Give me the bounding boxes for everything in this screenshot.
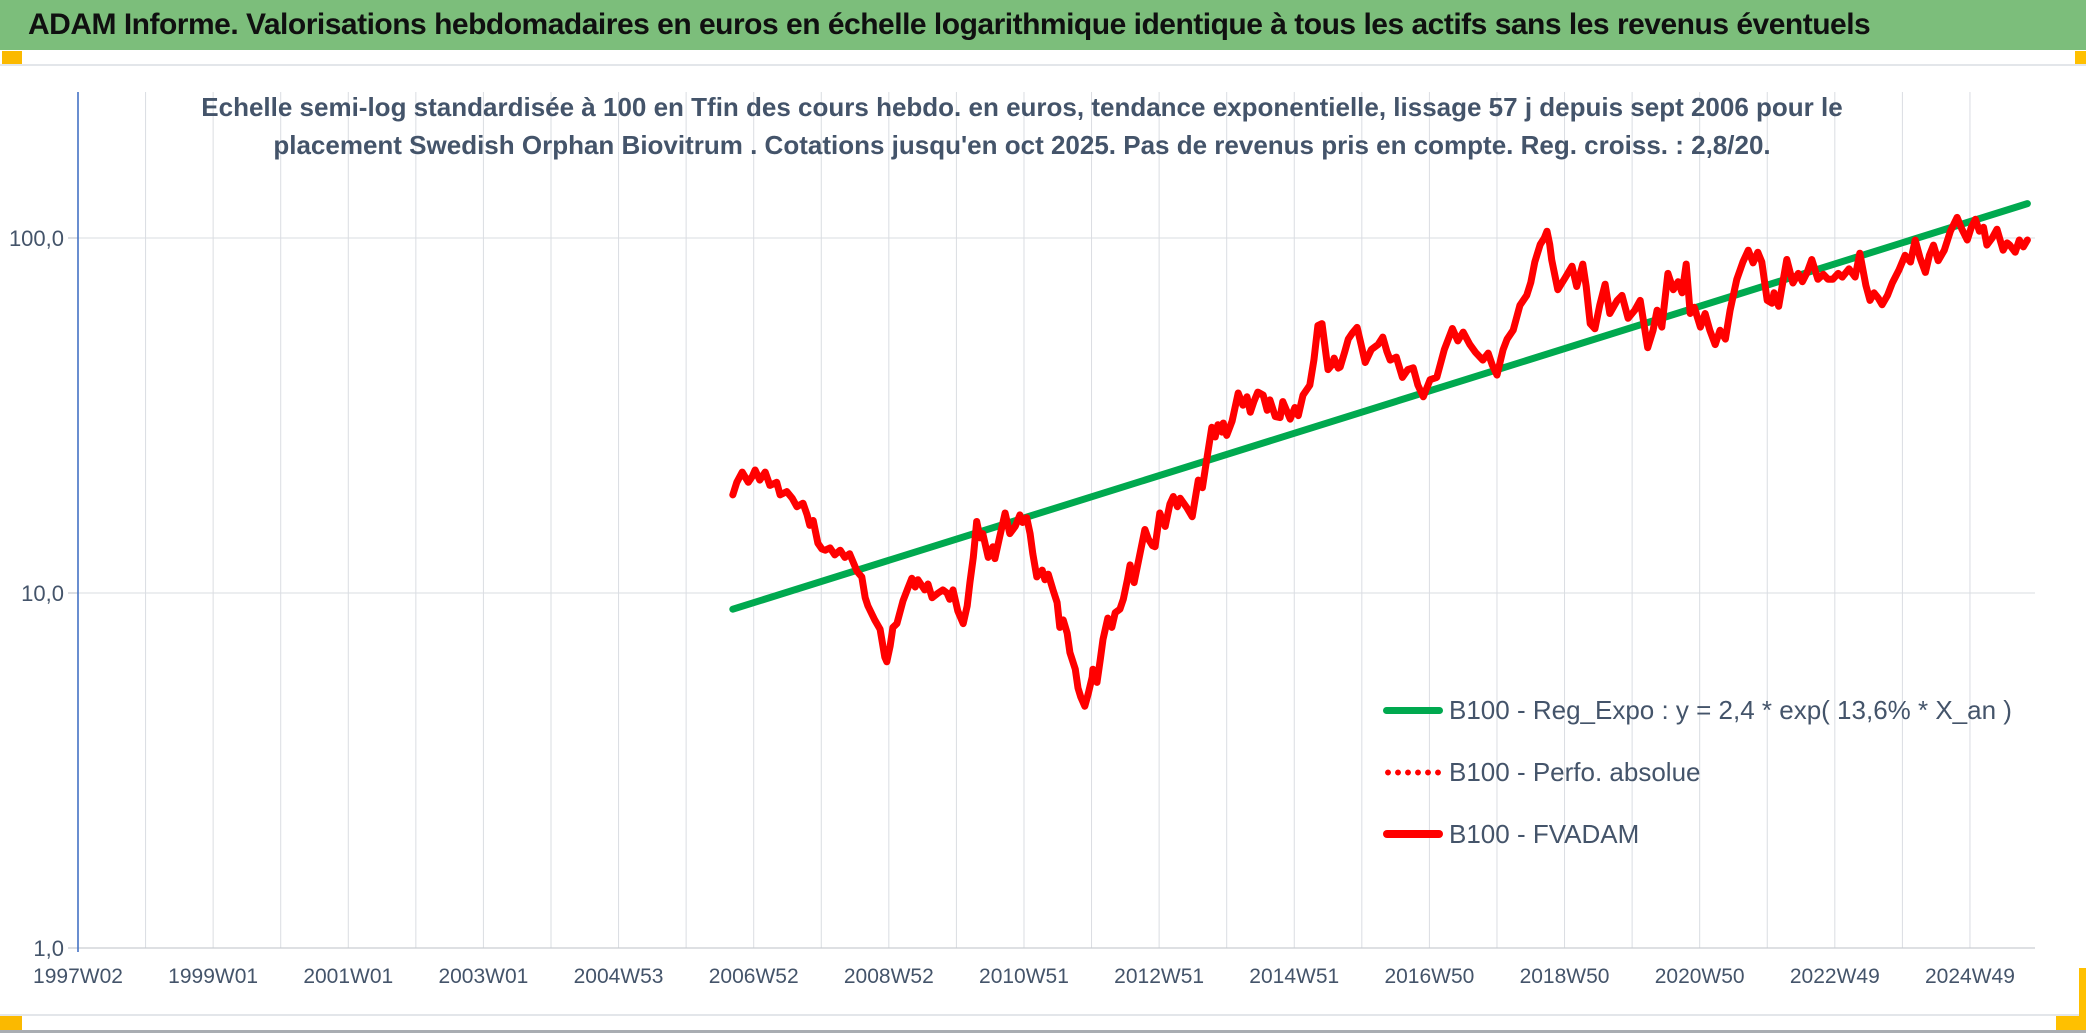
- accent-square-bottom-left: [0, 1016, 22, 1031]
- x-axis-label: 2006W52: [709, 965, 799, 988]
- y-axis-label: 10,0: [21, 581, 64, 606]
- accent-strip-bottom-right-vertical: [2079, 968, 2086, 1016]
- x-axis-label: 2016W50: [1384, 965, 1474, 988]
- legend-item-regression: B100 - Reg_Expo : y = 2,4 * exp( 13,6% *…: [1383, 692, 2012, 728]
- x-axis-label: 2018W50: [1520, 965, 1610, 988]
- red-dotted-line-sample-icon: [1383, 768, 1443, 776]
- x-axis-label: 2004W53: [574, 965, 664, 988]
- accent-square-top-left: [2, 51, 22, 64]
- regression-line: [729, 200, 2031, 613]
- x-axis-label: 1999W01: [168, 965, 258, 988]
- accent-strip-bottom-right-horizontal: [2056, 1016, 2086, 1031]
- top-divider: [0, 64, 2086, 66]
- bottom-divider: [0, 1014, 2086, 1016]
- title-bar: ADAM Informe. Valorisations hebdomadaire…: [0, 0, 2086, 50]
- x-axis-label: 2020W50: [1655, 965, 1745, 988]
- x-axis-label: 2008W52: [844, 965, 934, 988]
- price-line: [729, 213, 2031, 710]
- y-axis-label: 1,0: [33, 936, 64, 961]
- x-axis-label: 2012W51: [1114, 965, 1204, 988]
- chart-title-line1: Echelle semi-log standardisée à 100 en T…: [201, 92, 1843, 122]
- legend-label-fvadam: B100 - FVADAM: [1449, 818, 1640, 849]
- x-axis-label: 2024W49: [1925, 965, 2015, 988]
- chart-legend: B100 - Reg_Expo : y = 2,4 * exp( 13,6% *…: [1383, 692, 2012, 878]
- chart-title-line2: placement Swedish Orphan Biovitrum . Cot…: [273, 130, 1771, 160]
- legend-item-perfo-absolue: B100 - Perfo. absolue: [1383, 754, 2012, 790]
- legend-label-regression: B100 - Reg_Expo : y = 2,4 * exp( 13,6% *…: [1449, 694, 2012, 725]
- red-line-sample-icon: [1383, 830, 1443, 838]
- x-axis-label: 2001W01: [303, 965, 393, 988]
- x-axis-label: 2003W01: [438, 965, 528, 988]
- x-axis-label: 2014W51: [1249, 965, 1339, 988]
- x-axis-label: 2010W51: [979, 965, 1069, 988]
- y-axis-label: 100,0: [9, 226, 64, 251]
- x-axis-label: 1997W02: [33, 965, 123, 988]
- legend-item-fvadam: B100 - FVADAM: [1383, 816, 2012, 852]
- bottom-border: [0, 1030, 2086, 1033]
- legend-label-perfo-absolue: B100 - Perfo. absolue: [1449, 756, 1701, 787]
- green-line-sample-icon: [1383, 706, 1443, 714]
- page-title: ADAM Informe. Valorisations hebdomadaire…: [28, 8, 1871, 41]
- x-axis-label: 2022W49: [1790, 965, 1880, 988]
- accent-square-top-right: [2075, 51, 2086, 64]
- chart-title: Echelle semi-log standardisée à 100 en T…: [142, 88, 1902, 164]
